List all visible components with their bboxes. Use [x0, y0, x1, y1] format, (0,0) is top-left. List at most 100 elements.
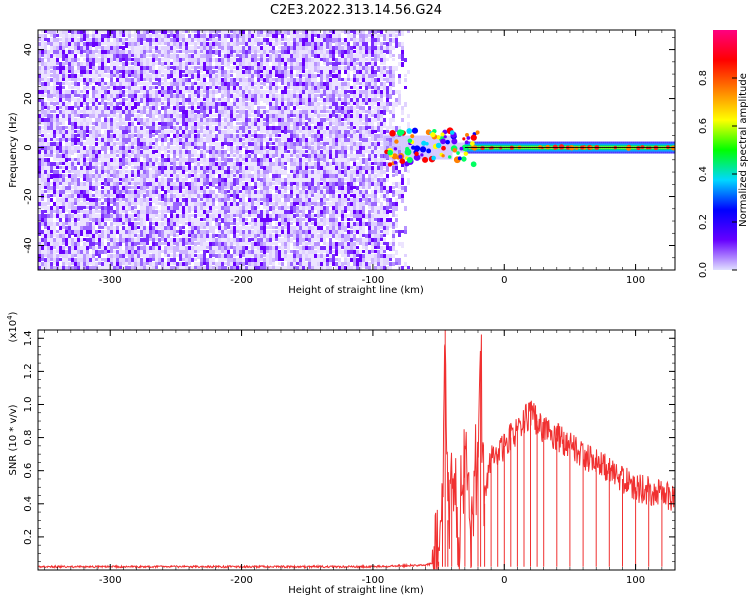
- heatmap-cell: [185, 126, 188, 130]
- heatmap-cell: [188, 254, 191, 258]
- heatmap-cell: [152, 258, 155, 261]
- heatmap-cell: [296, 146, 299, 151]
- heatmap-cell: [227, 94, 230, 99]
- heatmap-cell: [170, 146, 173, 153]
- heatmap-cell: [104, 142, 107, 148]
- heatmap-cell: [140, 174, 143, 178]
- heatmap-cell: [272, 150, 275, 157]
- heatmap-cell: [104, 90, 107, 95]
- heatmap-cell: [269, 250, 272, 254]
- heatmap-cell: [143, 118, 146, 123]
- heatmap-cell: [125, 198, 128, 202]
- heatmap-cell: [266, 134, 269, 137]
- heatmap-cell: [101, 38, 104, 42]
- heatmap-cell: [212, 118, 215, 124]
- heatmap-cell: [296, 230, 299, 236]
- heatmap-cell: [92, 70, 95, 75]
- heatmap-cell: [44, 150, 47, 156]
- heatmap-cell: [200, 42, 203, 49]
- heatmap-cell: [155, 162, 158, 165]
- heatmap-cell: [176, 82, 179, 87]
- heatmap-cell: [197, 226, 200, 231]
- heatmap-cell: [161, 242, 164, 245]
- heatmap-cell: [236, 30, 239, 35]
- heatmap-cell: [167, 166, 170, 171]
- heatmap-cell: [80, 38, 83, 45]
- heatmap-cell: [200, 74, 203, 79]
- heatmap-cell: [116, 46, 119, 53]
- heatmap-cell: [107, 142, 110, 146]
- heatmap-cell: [71, 50, 74, 56]
- heatmap-cell: [59, 210, 62, 217]
- heatmap-cell: [299, 194, 302, 201]
- heatmap-cell: [146, 78, 149, 81]
- heatmap-cell: [131, 190, 134, 197]
- heatmap-cell: [290, 194, 293, 201]
- heatmap-cell: [77, 202, 80, 208]
- heatmap-cell: [173, 266, 176, 269]
- heatmap-cell: [56, 30, 59, 37]
- heatmap-cell: [74, 186, 77, 191]
- heatmap-cell: [254, 258, 257, 262]
- heatmap-cell: [146, 118, 149, 124]
- heatmap-cell: [218, 30, 221, 33]
- heatmap-cell: [251, 50, 254, 53]
- heatmap-cell: [215, 246, 218, 253]
- heatmap-cell: [137, 110, 140, 113]
- heatmap-cell: [137, 38, 140, 45]
- heatmap-cell: [158, 150, 161, 156]
- heatmap-cell: [98, 118, 101, 123]
- heatmap-cell: [137, 90, 140, 93]
- heatmap-cell: [176, 206, 179, 213]
- heatmap-cell: [98, 170, 101, 176]
- heatmap-cell: [137, 94, 140, 99]
- heatmap-cell: [269, 206, 272, 211]
- heatmap-cell: [287, 198, 290, 202]
- heatmap-cell: [113, 218, 116, 223]
- heatmap-cell: [68, 182, 71, 189]
- heatmap-cell: [284, 178, 287, 182]
- heatmap-cell: [164, 182, 167, 186]
- heatmap-cell: [116, 62, 119, 68]
- heatmap-cell: [116, 118, 119, 121]
- heatmap-cell: [239, 162, 242, 166]
- heatmap-cell: [263, 226, 266, 233]
- heatmap-cell: [53, 174, 56, 178]
- heatmap-cell: [284, 194, 287, 201]
- heatmap-cell: [257, 142, 260, 148]
- heatmap-cell: [173, 194, 176, 200]
- heatmap-cell: [71, 142, 74, 147]
- heatmap-cell: [266, 158, 269, 164]
- heatmap-cell: [299, 170, 302, 174]
- heatmap-cell: [101, 234, 104, 241]
- heatmap-cell: [218, 74, 221, 78]
- heatmap-cell: [275, 70, 278, 76]
- heatmap-cell: [263, 230, 266, 237]
- heatmap-cell: [92, 158, 95, 162]
- heatmap-cell: [134, 166, 137, 169]
- heatmap-cell: [230, 58, 233, 64]
- heatmap-cell: [125, 74, 128, 80]
- heatmap-cell: [128, 98, 131, 102]
- heatmap-cell: [74, 258, 77, 265]
- heatmap-cell: [98, 230, 101, 233]
- heatmap-cell: [167, 194, 170, 201]
- heatmap-cell: [182, 130, 185, 137]
- heatmap-cell: [74, 242, 77, 246]
- heatmap-cell: [275, 170, 278, 176]
- heatmap-cell: [236, 234, 239, 238]
- heatmap-cell: [131, 238, 134, 243]
- heatmap-cell: [53, 82, 56, 86]
- heatmap-cell: [212, 218, 215, 221]
- heatmap-cell: [65, 30, 68, 35]
- heatmap-cell: [218, 34, 221, 38]
- heatmap-cell: [41, 254, 44, 258]
- heatmap-cell: [236, 34, 239, 38]
- heatmap-cell: [221, 158, 224, 161]
- heatmap-cell: [230, 254, 233, 261]
- heatmap-cell: [191, 50, 194, 53]
- heatmap-cell: [215, 222, 218, 229]
- heatmap-cell: [140, 178, 143, 184]
- heatmap-cell: [77, 138, 80, 143]
- heatmap-cell: [53, 54, 56, 57]
